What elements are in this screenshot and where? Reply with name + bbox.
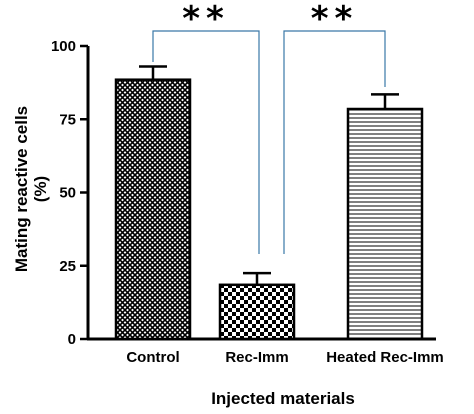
bar [218, 283, 296, 341]
y-tick-label: 50 [59, 185, 76, 202]
significance-label: ** [182, 0, 230, 39]
significance-label: ** [311, 0, 359, 39]
x-axis-title: Injected materials [211, 389, 355, 408]
bar [346, 107, 424, 341]
y-tick-label: 0 [68, 331, 76, 348]
x-tick-label: Rec-Imm [225, 349, 288, 366]
y-tick-label: 100 [51, 38, 76, 55]
y-ticks: 0 25 50 75 100 [51, 38, 88, 348]
x-tick-label: Control [126, 349, 179, 366]
significance-brackets: ** ** [152, 0, 386, 254]
x-tick-label: Heated Rec-Imm [326, 349, 444, 366]
y-tick-label: 75 [59, 111, 76, 128]
y-axis-unit: (%) [31, 176, 50, 202]
y-axis-title: Mating reactive cells [12, 106, 31, 272]
bar [114, 78, 192, 341]
x-ticks: Control Rec-Imm Heated Rec-Imm [126, 349, 443, 366]
y-tick-label: 25 [59, 258, 76, 275]
significance-bracket [283, 30, 386, 254]
bars [114, 65, 424, 341]
significance-bracket [152, 30, 260, 254]
